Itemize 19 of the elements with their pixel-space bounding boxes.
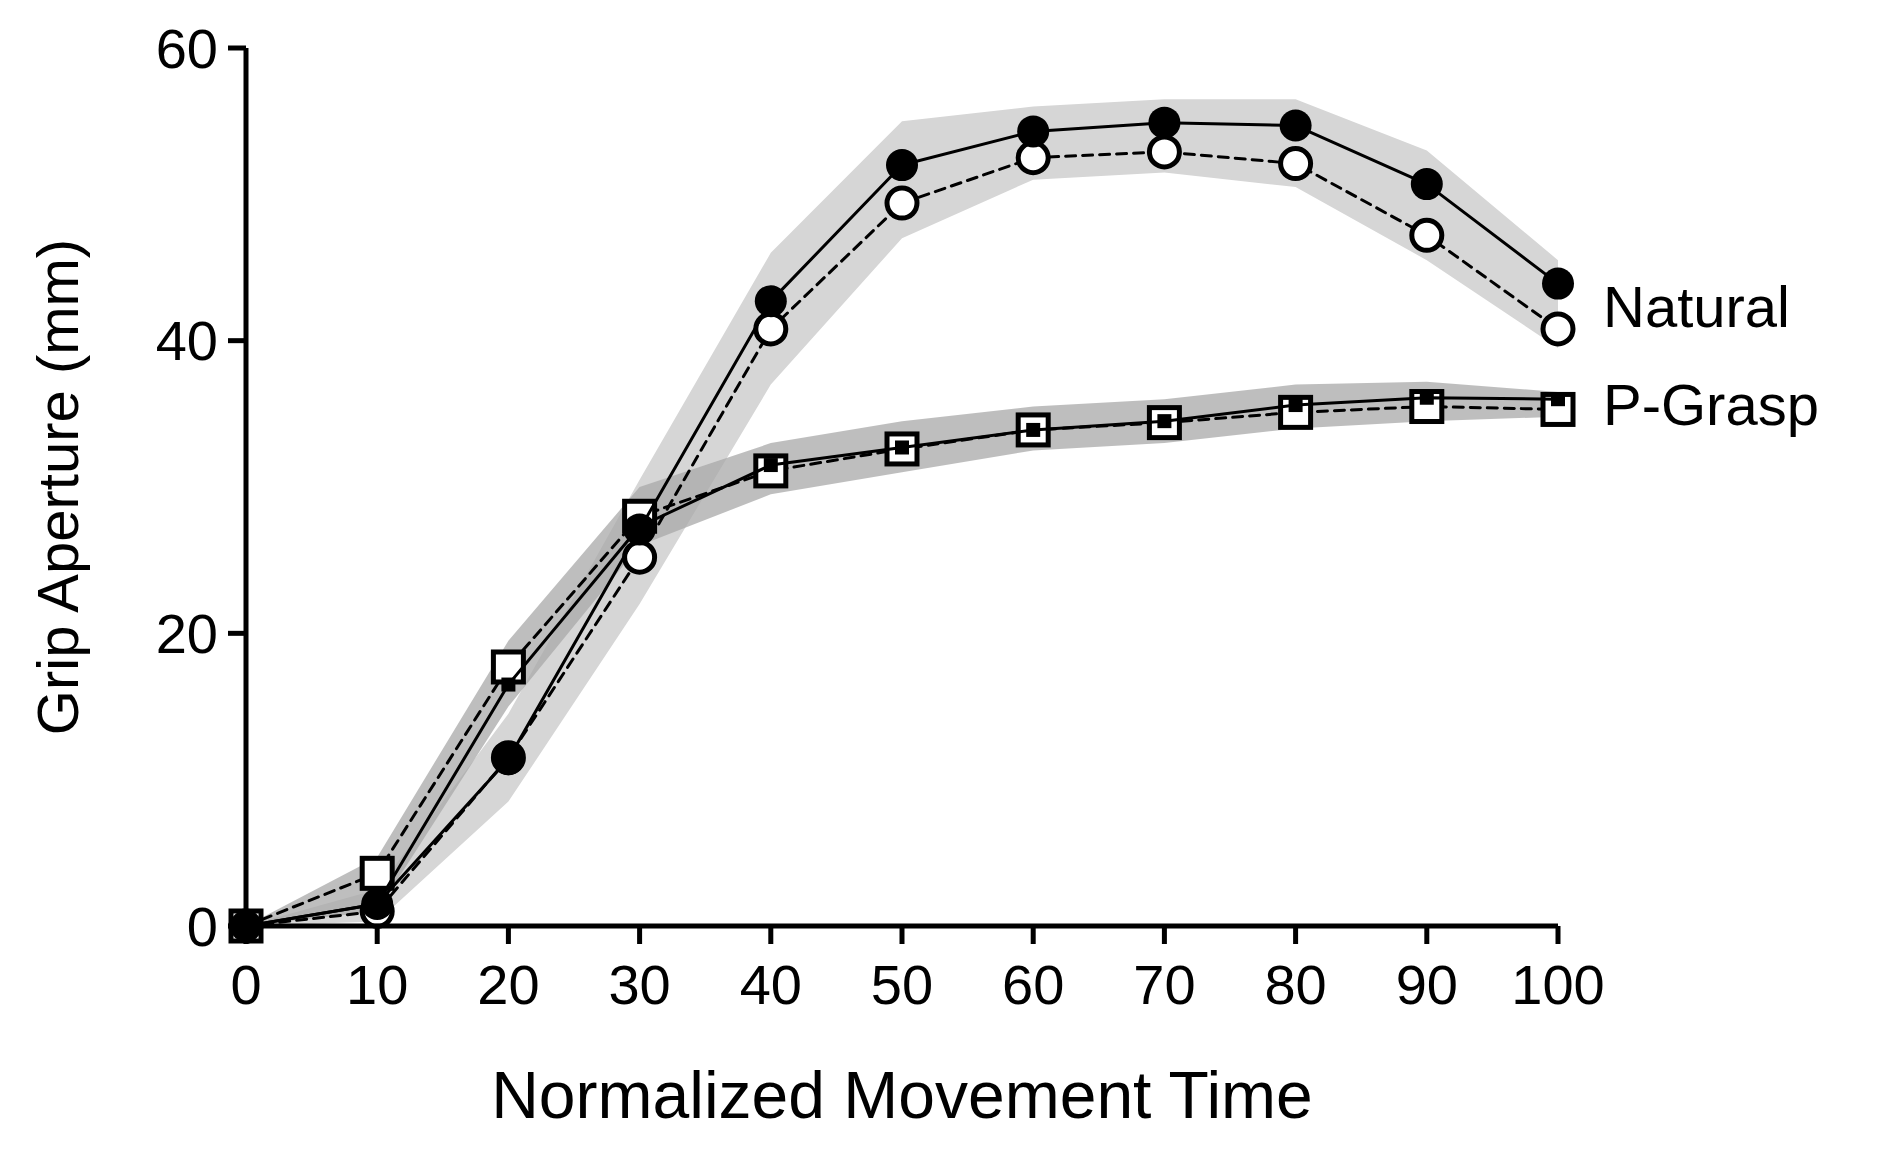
y-tick-label: 40 <box>155 309 218 373</box>
x-tick-label: 50 <box>870 953 934 1016</box>
x-tick-label: 10 <box>346 953 409 1016</box>
series-label: P-Grasp <box>1603 371 1819 437</box>
y-tick-label: 20 <box>155 601 218 665</box>
x-tick-label: 100 <box>1511 953 1605 1016</box>
x-tick-label: 60 <box>1002 953 1065 1016</box>
x-axis-title: Normalized Movement Time <box>491 1058 1313 1132</box>
x-tick-label: 40 <box>739 953 802 1016</box>
series-label: Natural <box>1603 273 1790 339</box>
x-tick-label: 20 <box>477 953 540 1016</box>
x-tick-label: 30 <box>608 953 671 1016</box>
x-tick-label: 70 <box>1133 953 1196 1016</box>
x-tick-label: 80 <box>1264 953 1327 1016</box>
x-tick-label: 0 <box>230 953 262 1016</box>
y-axis-title: Grip Aperture (mm) <box>25 238 90 736</box>
y-tick-label: 0 <box>186 894 218 958</box>
x-tick-label: 90 <box>1395 953 1458 1016</box>
y-tick-label: 60 <box>155 16 218 80</box>
